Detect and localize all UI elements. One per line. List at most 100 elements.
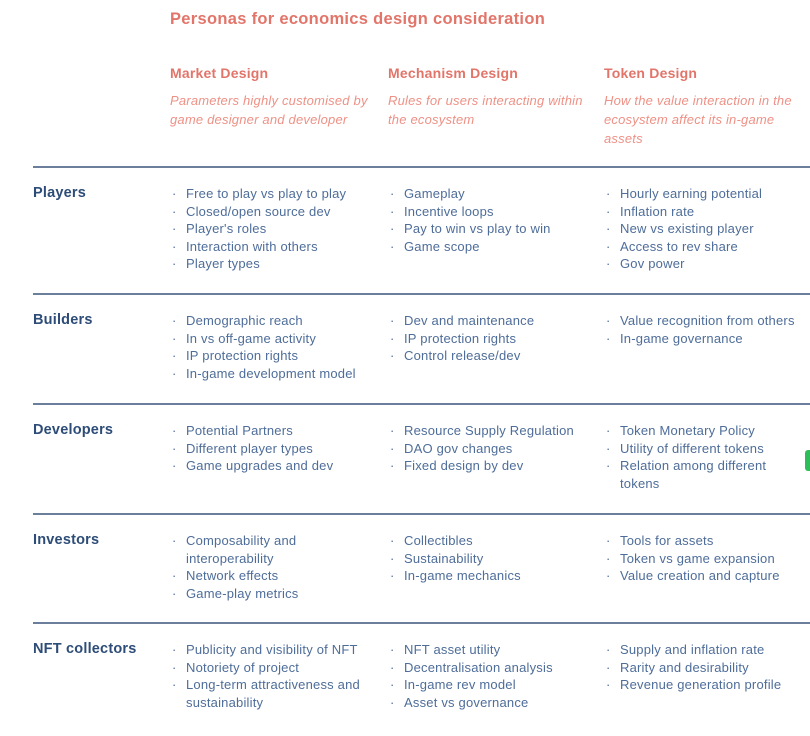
cell-token-design: · Token Monetary Policy · Utility of differ…: [604, 405, 810, 513]
bullet-text: Inflation rate: [620, 203, 695, 219]
cutoff-green-widget-icon[interactable]: [805, 450, 810, 471]
bullet-text: Game-play metrics: [186, 585, 299, 601]
bullet-dot-icon: ·: [172, 221, 177, 236]
bullet-dot-icon: ·: [606, 458, 611, 473]
bullet-item: · Composability and interoperability: [170, 532, 378, 567]
bullet-dot-icon: ·: [172, 642, 177, 657]
bullet-text: Utility of different tokens: [620, 440, 764, 456]
bullet-item: · Asset vs governance: [388, 694, 594, 712]
bullet-dot-icon: ·: [172, 659, 177, 675]
bullet-dot-icon: ·: [606, 203, 611, 219]
bullet-text: Player's roles: [186, 221, 267, 236]
bullet-dot-icon: ·: [390, 423, 395, 438]
bullet-dot-icon: ·: [172, 348, 177, 363]
bullet-dot-icon: ·: [390, 677, 395, 692]
bullet-item: · Rarity and desirability: [604, 659, 800, 677]
bullet-item: · Relation among different tokens: [604, 457, 800, 492]
bullet-item: · Game scope: [388, 238, 594, 256]
bullet-text: In-game mechanics: [404, 568, 521, 583]
column-header-token-design: Token Design How the value interaction i…: [604, 65, 810, 166]
bullet-item: · Network effects: [170, 567, 378, 585]
bullet-dot-icon: ·: [390, 440, 395, 456]
bullet-dot-icon: ·: [390, 694, 395, 710]
bullet-dot-icon: ·: [390, 568, 395, 583]
bullet-text: Decentralisation analysis: [404, 659, 553, 675]
bullet-text: Collectibles: [404, 533, 473, 548]
bullet-text: In-game rev model: [404, 677, 516, 692]
cell-market-design: · Publicity and visibility of NFT · Notorie…: [170, 624, 388, 736]
bullet-dot-icon: ·: [390, 203, 395, 219]
bullet-text: Long-term attractiveness and sustainabil…: [186, 677, 360, 710]
bullet-item: · Control release/dev: [388, 347, 594, 365]
column-label: Market Design: [170, 65, 269, 81]
bullet-item: · NFT asset utility: [388, 641, 594, 659]
bullet-dot-icon: ·: [390, 533, 395, 548]
bullet-item: · Supply and inflation rate: [604, 641, 800, 659]
bullet-list: · NFT asset utility · Decentralisation anal…: [388, 641, 594, 711]
bullet-item: · Closed/open source dev: [170, 203, 378, 221]
bullet-item: · In-game mechanics: [388, 567, 594, 585]
cell-token-design: · Tools for assets · Token vs game expansio…: [604, 515, 810, 622]
bullet-text: Interaction with others: [186, 238, 318, 254]
bullet-text: Relation among different tokens: [620, 458, 767, 491]
bullet-dot-icon: ·: [606, 642, 611, 657]
bullet-item: · DAO gov changes: [388, 440, 594, 458]
persona-label: Builders: [33, 312, 93, 328]
bullet-dot-icon: ·: [606, 568, 611, 583]
bullet-dot-icon: ·: [606, 238, 611, 254]
header-spacer: [33, 65, 170, 166]
persona-label: Players: [33, 185, 86, 201]
bullet-dot-icon: ·: [390, 642, 395, 657]
bullet-item: · Game-play metrics: [170, 585, 378, 603]
bullet-item: · Collectibles: [388, 532, 594, 550]
bullet-text: Asset vs governance: [404, 694, 529, 710]
bullet-text: Resource Supply Regulation: [404, 423, 574, 438]
bullet-dot-icon: ·: [172, 458, 177, 473]
bullet-item: · In-game rev model: [388, 676, 594, 694]
bullet-item: · Pay to win vs play to win: [388, 220, 594, 238]
bullet-item: · Long-term attractiveness and sustainabi…: [170, 676, 378, 711]
persona-row: NFT collectors · Publicity and visibility …: [33, 622, 810, 736]
cell-market-design: · Demographic reach · In vs off-game activi…: [170, 295, 388, 403]
bullet-list: · Composability and interoperability · Netw…: [170, 532, 378, 602]
bullet-text: Player types: [186, 256, 260, 271]
bullet-dot-icon: ·: [390, 330, 395, 346]
bullet-list: · Free to play vs play to play · Closed/ope…: [170, 185, 378, 273]
bullet-text: In-game governance: [620, 330, 743, 346]
bullet-item: · In-game governance: [604, 330, 800, 348]
bullet-dot-icon: ·: [606, 423, 611, 438]
column-label: Token Design: [604, 65, 698, 81]
bullet-item: · In-game development model: [170, 365, 378, 383]
bullet-dot-icon: ·: [390, 186, 395, 201]
bullet-dot-icon: ·: [172, 585, 177, 601]
persona-label: NFT collectors: [33, 641, 137, 657]
column-subtitle: Parameters highly customised by game des…: [170, 93, 368, 127]
bullet-list: · Collectibles · Sustainability · In-game mec…: [388, 532, 594, 585]
bullet-dot-icon: ·: [172, 313, 177, 328]
bullet-text: In vs off-game activity: [186, 330, 317, 346]
bullet-text: Value creation and capture: [620, 568, 780, 583]
cell-mechanism-design: · Collectibles · Sustainability · In-game mec…: [388, 515, 604, 622]
bullet-item: · Dev and maintenance: [388, 312, 594, 330]
bullet-dot-icon: ·: [390, 221, 395, 236]
bullet-item: · Gameplay: [388, 185, 594, 203]
bullet-item: · Game upgrades and dev: [170, 457, 378, 475]
bullet-text: DAO gov changes: [404, 440, 513, 456]
bullet-dot-icon: ·: [172, 256, 177, 271]
bullet-item: · Potential Partners: [170, 422, 378, 440]
bullet-dot-icon: ·: [390, 550, 395, 566]
bullet-text: Gov power: [620, 256, 685, 271]
bullet-item: · Different player types: [170, 440, 378, 458]
bullet-text: Value recognition from others: [620, 313, 795, 328]
bullet-dot-icon: ·: [606, 221, 611, 236]
bullet-text: Tools for assets: [620, 533, 714, 548]
persona-label: Developers: [33, 422, 114, 438]
bullet-text: Token Monetary Policy: [620, 423, 755, 438]
bullet-text: Different player types: [186, 440, 313, 456]
bullet-item: · Interaction with others: [170, 238, 378, 256]
bullet-list: · Demographic reach · In vs off-game activi…: [170, 312, 378, 382]
bullet-dot-icon: ·: [606, 659, 611, 675]
bullet-text: Pay to win vs play to win: [404, 221, 551, 236]
bullet-list: · Value recognition from others · In-game g…: [604, 312, 800, 347]
bullet-dot-icon: ·: [606, 550, 611, 566]
